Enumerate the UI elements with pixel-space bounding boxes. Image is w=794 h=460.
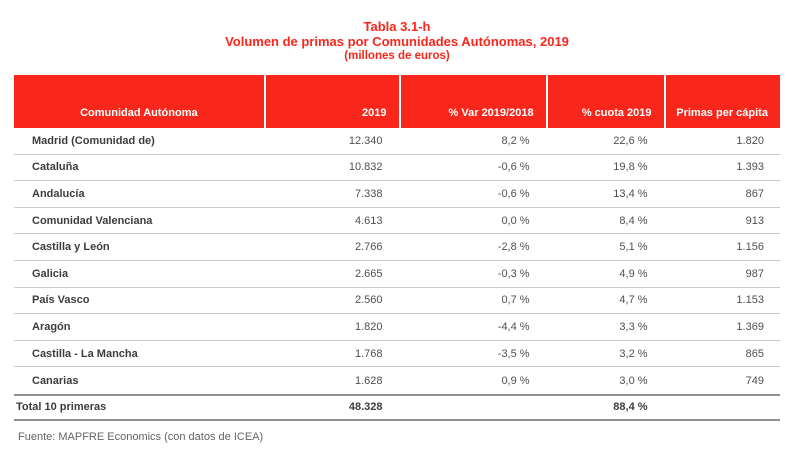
cell-cuota: 19,8 % xyxy=(613,161,648,174)
cell-per-capita: 987 xyxy=(745,267,764,280)
cell-cuota: 4,7 % xyxy=(619,294,648,307)
cell-per-capita: 1.393 xyxy=(736,161,764,174)
cell-cuota: 5,1 % xyxy=(619,241,648,254)
cell-var: -0,6 % xyxy=(497,161,530,174)
cell-cuota: 4,9 % xyxy=(619,267,648,280)
table-row: Galicia 2.665 -0,3 % 4,9 % 987 xyxy=(14,261,780,288)
cell-var: -4,4 % xyxy=(497,320,530,333)
cell-2019: 10.832 xyxy=(348,161,383,174)
cell-comunidad: Comunidad Valenciana xyxy=(32,214,153,227)
cell-comunidad: Cataluña xyxy=(32,161,79,174)
column-header-cuota: % cuota 2019 xyxy=(545,75,664,128)
cell-var: 0,7 % xyxy=(501,294,530,307)
cell-var: -2,8 % xyxy=(497,241,530,254)
column-header-per-capita: Primas per cápita xyxy=(663,75,780,128)
table-row: Castilla - La Mancha 1.768 -3,5 % 3,2 % 865 xyxy=(14,341,780,368)
table-header-row: Comunidad Autónoma 2019 % Var 2019/2018 … xyxy=(14,75,780,128)
cell-var: 8,2 % xyxy=(501,134,530,147)
table-row: Aragón 1.820 -4,4 % 3,3 % 1.369 xyxy=(14,314,780,341)
cell-2019: 1.628 xyxy=(354,374,383,387)
table-row: Castilla y León 2.766 -2,8 % 5,1 % 1.156 xyxy=(14,234,780,261)
cell-per-capita: 1.156 xyxy=(736,241,764,254)
cell-var: -0,6 % xyxy=(497,187,530,200)
cell-per-capita xyxy=(664,396,780,419)
cell-2019: 4.613 xyxy=(354,214,383,227)
cell-var: 0,0 % xyxy=(501,214,530,227)
table-body: Madrid (Comunidad de) 12.340 8,2 % 22,6 % 1.… xyxy=(14,128,780,421)
cell-2019: 12.340 xyxy=(348,134,383,147)
cell-cuota: 13,4 % xyxy=(613,187,648,200)
cell-2019: 7.338 xyxy=(354,187,383,200)
cell-2019: 1.768 xyxy=(354,347,383,360)
cell-comunidad: Andalucía xyxy=(32,187,85,200)
cell-var: 0,9 % xyxy=(501,374,530,387)
table-row: Canarias 1.628 0,9 % 3,0 % 749 xyxy=(14,367,780,394)
source-note: Fuente: MAPFRE Economics (con datos de I… xyxy=(18,431,264,443)
cell-2019: 48.328 xyxy=(348,401,383,414)
cell-comunidad: Total 10 primeras xyxy=(16,401,107,414)
table-row: Comunidad Valenciana 4.613 0,0 % 8,4 % 913 xyxy=(14,208,780,235)
cell-cuota: 88,4 % xyxy=(613,401,648,414)
page-title: Volumen de primas por Comunidades Autóno… xyxy=(225,34,569,49)
cell-per-capita: 1.153 xyxy=(736,294,764,307)
table-row: País Vasco 2.560 0,7 % 4,7 % 1.153 xyxy=(14,288,780,315)
cell-2019: 1.820 xyxy=(354,320,383,333)
table-row: Cataluña 10.832 -0,6 % 19,8 % 1.393 xyxy=(14,155,780,182)
cell-cuota: 22,6 % xyxy=(613,134,648,147)
column-header-comunidad: Comunidad Autónoma xyxy=(80,107,198,119)
table-title-block: Tabla 3.1-h Volumen de primas por Comuni… xyxy=(0,0,794,64)
table-number: Tabla 3.1-h xyxy=(363,19,431,34)
cell-comunidad: Castilla - La Mancha xyxy=(32,347,138,360)
column-header-var: % Var 2019/2018 xyxy=(398,75,546,128)
cell-comunidad: Castilla y León xyxy=(32,241,110,254)
column-header-2019: 2019 xyxy=(263,75,399,128)
cell-2019: 2.560 xyxy=(354,294,383,307)
table-row: Andalucía 7.338 -0,6 % 13,4 % 867 xyxy=(14,181,780,208)
cell-cuota: 3,2 % xyxy=(619,347,648,360)
cell-var xyxy=(399,396,546,419)
cell-per-capita: 865 xyxy=(745,347,764,360)
cell-comunidad: Madrid (Comunidad de) xyxy=(32,134,155,147)
cell-var: -3,5 % xyxy=(497,347,530,360)
cell-per-capita: 913 xyxy=(745,214,764,227)
cell-per-capita: 1.820 xyxy=(736,134,764,147)
cell-cuota: 8,4 % xyxy=(619,214,648,227)
cell-2019: 2.766 xyxy=(354,241,383,254)
cell-comunidad: Canarias xyxy=(32,374,79,387)
cell-var: -0,3 % xyxy=(497,267,530,280)
table-total-row: Total 10 primeras 48.328 88,4 % xyxy=(14,393,780,421)
table-row: Madrid (Comunidad de) 12.340 8,2 % 22,6 % 1.… xyxy=(14,128,780,155)
cell-comunidad: Galicia xyxy=(32,267,69,280)
cell-2019: 2.665 xyxy=(354,267,383,280)
cell-per-capita: 1.369 xyxy=(736,320,764,333)
cell-cuota: 3,0 % xyxy=(619,374,648,387)
cell-cuota: 3,3 % xyxy=(619,320,648,333)
cell-comunidad: Aragón xyxy=(32,320,71,333)
premium-volume-table: Comunidad Autónoma 2019 % Var 2019/2018 … xyxy=(14,75,780,421)
cell-comunidad: País Vasco xyxy=(32,294,90,307)
table-unit-note: (millones de euros) xyxy=(344,50,450,62)
cell-per-capita: 867 xyxy=(745,187,764,200)
cell-per-capita: 749 xyxy=(745,374,764,387)
